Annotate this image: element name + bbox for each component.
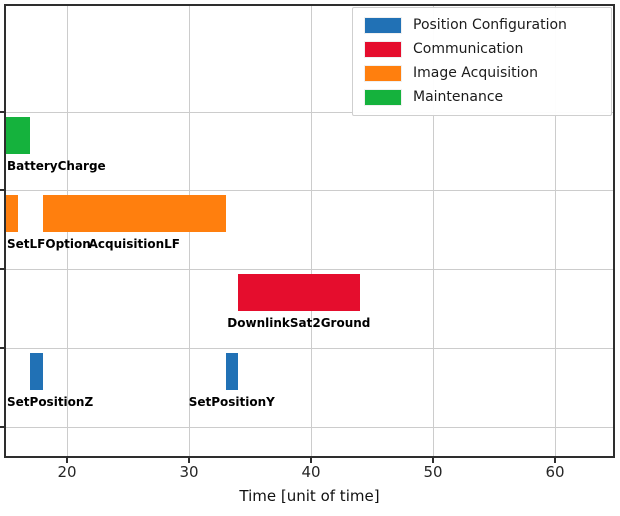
- legend-label: Maintenance: [413, 89, 504, 105]
- task-label: BatteryCharge: [7, 159, 106, 173]
- y-tick-mark: [0, 111, 4, 113]
- task-bar-downlinksat2ground: [237, 274, 360, 311]
- x-tick-label: 60: [545, 463, 565, 481]
- x-tick-label: 40: [301, 463, 321, 481]
- horizontal-gridline: [6, 269, 613, 270]
- y-tick-mark: [0, 426, 4, 428]
- horizontal-gridline: [6, 112, 613, 113]
- task-label: SetPositionY: [188, 395, 275, 409]
- vertical-gridline: [311, 6, 312, 456]
- x-tick-mark: [188, 458, 190, 463]
- horizontal-gridline: [6, 427, 613, 428]
- y-tick-mark: [0, 347, 4, 349]
- task-label: DownlinkSat2Ground: [227, 316, 371, 330]
- task-label: SetPositionZ: [7, 395, 94, 409]
- legend-swatch-icon: [365, 18, 401, 33]
- x-tick-mark: [554, 458, 556, 463]
- task-bar-setpositionz: [30, 353, 43, 390]
- task-bar-setlfoption: [6, 195, 19, 232]
- legend-swatch-icon: [365, 42, 401, 57]
- y-tick-mark: [0, 189, 4, 191]
- horizontal-gridline: [6, 190, 613, 191]
- task-bar-acquisitionlf: [42, 195, 226, 232]
- legend-swatch-icon: [365, 90, 401, 105]
- x-tick-label: 20: [57, 463, 77, 481]
- legend-item-2: Image Acquisition: [365, 66, 599, 81]
- task-label: SetLFOption: [7, 237, 91, 251]
- x-tick-mark: [310, 458, 312, 463]
- x-tick-mark: [432, 458, 434, 463]
- legend-item-0: Position Configuration: [365, 18, 599, 33]
- legend-item-1: Communication: [365, 42, 599, 57]
- x-tick-label: 50: [423, 463, 443, 481]
- legend-swatch-icon: [365, 66, 401, 81]
- horizontal-gridline: [6, 348, 613, 349]
- legend-label: Communication: [413, 41, 524, 57]
- y-tick-mark: [0, 268, 4, 270]
- vertical-gridline: [433, 6, 434, 456]
- task-label: AcquisitionLF: [88, 237, 180, 251]
- vertical-gridline: [555, 6, 556, 456]
- legend-label: Position Configuration: [413, 17, 567, 33]
- x-axis-title: Time [unit of time]: [239, 487, 380, 505]
- task-bar-setpositiony: [225, 353, 238, 390]
- legend-item-3: Maintenance: [365, 90, 599, 105]
- x-tick-mark: [66, 458, 68, 463]
- legend: Position Configuration Communication Image…: [352, 7, 612, 116]
- legend-label: Image Acquisition: [413, 65, 538, 81]
- task-bar-batterycharge: [6, 117, 31, 154]
- x-tick-label: 30: [179, 463, 199, 481]
